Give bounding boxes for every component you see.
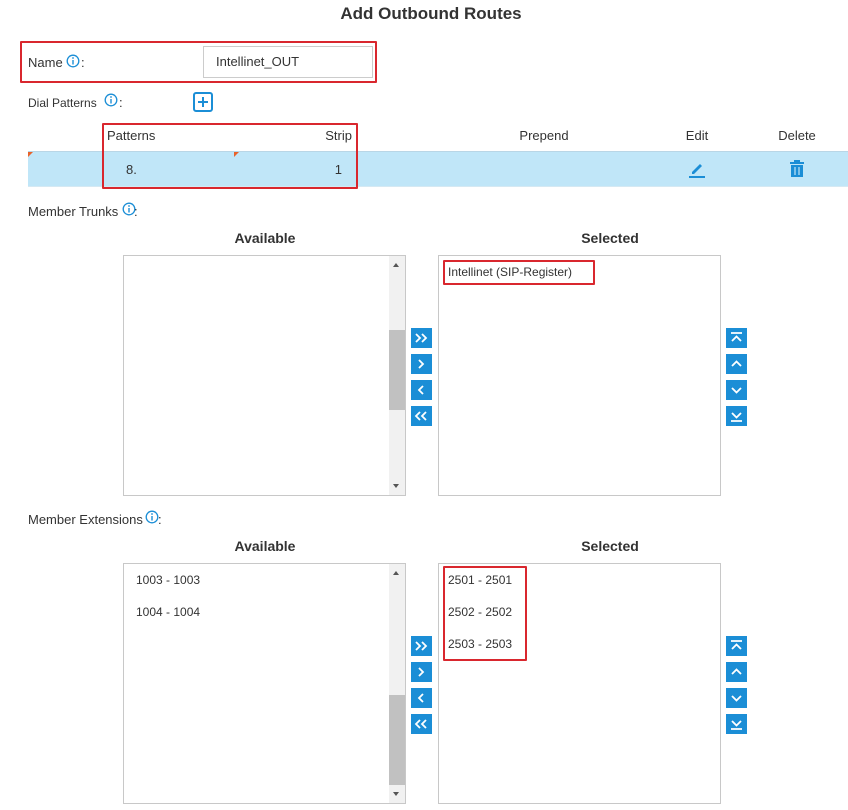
order-button[interactable] [726,636,747,656]
move-button[interactable] [411,328,432,348]
list-item[interactable]: 2503 - 2503 [448,637,513,651]
move-button[interactable] [411,354,432,374]
scroll-down [393,484,399,488]
order-button[interactable] [726,328,747,348]
available-list[interactable]: 1003 - 1003 1004 - 1004 [123,563,406,804]
list-item[interactable]: 1003 - 1003 [136,573,201,587]
available-list[interactable] [123,255,406,496]
order-button[interactable] [726,688,747,708]
scrollbar-thumb [389,330,405,410]
field-label: Member Trunks [28,204,119,219]
info-icon [66,54,80,68]
strip-cell: 1 [334,162,342,177]
highlight-box [443,260,595,285]
scroll-down [393,792,399,796]
field-label: Member Extensions [28,512,143,527]
list-item[interactable]: 2502 - 2502 [448,605,513,619]
edit-button[interactable] [688,160,706,178]
scrollbar-thumb [389,695,405,785]
order-button[interactable] [726,354,747,374]
info-icon [122,202,136,216]
column-title: Available [234,230,296,246]
column-title: Available [234,538,296,554]
cell-marker [28,152,33,157]
move-button[interactable] [411,380,432,400]
list-item[interactable]: 2501 - 2501 [448,573,513,587]
scroll-up [393,263,399,267]
column-header: Prepend [519,128,569,143]
column-header: Edit [685,128,709,143]
pattern-cell: 8. [126,162,137,177]
column-header: Patterns [107,128,156,143]
order-button[interactable] [726,380,747,400]
order-button[interactable] [726,662,747,682]
column-header: Delete [778,128,816,143]
cell-marker [234,152,239,157]
separator: : [134,204,138,219]
page-title: Add Outbound Routes [340,4,522,23]
column-title: Selected [581,538,639,554]
move-button[interactable] [411,406,432,426]
highlight-box [20,41,377,83]
selected-list[interactable]: 2501 - 2501 2502 - 2502 2503 - 2503 [438,563,721,804]
input-value: Intellinet_OUT [216,54,300,69]
column-header: Strip [325,128,352,143]
scroll-up [393,571,399,575]
info-icon [104,93,118,107]
field-label: Dial Patterns [28,96,97,110]
list-item[interactable]: Intellinet (SIP-Register) [448,265,573,279]
separator: : [81,55,85,70]
move-button[interactable] [411,662,432,682]
delete-button[interactable] [789,160,805,178]
separator: : [119,95,123,110]
field-label: Name [28,55,63,70]
add-button[interactable] [193,92,213,112]
order-button[interactable] [726,714,747,734]
selected-list[interactable]: Intellinet (SIP-Register) [438,255,721,496]
column-title: Selected [581,230,639,246]
info-icon [145,510,159,524]
text-input[interactable]: Intellinet_OUT [203,46,373,78]
move-button[interactable] [411,636,432,656]
separator: : [158,512,162,527]
move-button[interactable] [411,688,432,708]
table-row: 8. 1 [28,151,848,187]
order-button[interactable] [726,406,747,426]
move-button[interactable] [411,714,432,734]
highlight-box [443,566,527,661]
list-item[interactable]: 1004 - 1004 [136,605,201,619]
highlight-box [102,123,358,189]
